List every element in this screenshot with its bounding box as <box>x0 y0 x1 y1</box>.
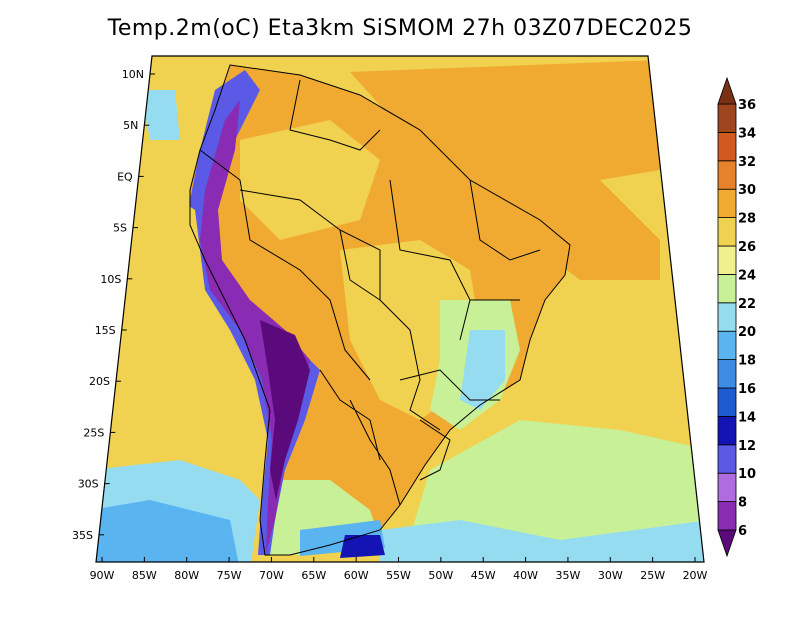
pacific-coastal-strip <box>180 200 235 345</box>
lon-tick-label: 50W <box>428 569 453 582</box>
colorbar-label: 24 <box>738 268 756 283</box>
lat-tick-label: 5S <box>113 222 127 235</box>
colorbar-swatch <box>717 501 737 531</box>
colorbar-label: 32 <box>738 155 756 170</box>
colorbar-label: 18 <box>738 354 756 369</box>
cold-south-atlantic <box>380 520 704 562</box>
colorbar-label: 6 <box>738 524 747 539</box>
lat-tick-label: 15S <box>95 324 116 337</box>
lon-tick-label: 25W <box>640 569 665 582</box>
country-borders <box>189 64 571 556</box>
lon-tick-label: 70W <box>259 569 284 582</box>
colorbar-label: 10 <box>738 467 756 482</box>
colorbar-swatch <box>717 415 737 446</box>
lat-tick-label: 20S <box>89 375 110 388</box>
map-field <box>96 56 704 562</box>
patagonia-coldest <box>340 535 385 558</box>
colorbar-label: 30 <box>738 183 756 198</box>
latitude-axis: 10N 5N EQ 5S 10S 15S 20S 25S 30S 35S <box>72 68 156 542</box>
lat-tick-label: 10N <box>122 68 144 81</box>
colorbar-swatch <box>717 359 737 389</box>
colorbar-swatch <box>717 273 737 304</box>
colorbar-label: 16 <box>738 382 756 397</box>
pacific-cool-patch <box>140 90 180 140</box>
lon-tick-label: 40W <box>513 569 538 582</box>
lon-tick-label: 90W <box>90 569 115 582</box>
colorbar-swatch <box>717 188 737 218</box>
lat-tick-label: 30S <box>78 478 99 491</box>
lon-tick-label: 20W <box>683 569 708 582</box>
andes-coldest <box>260 320 310 500</box>
colorbar-label: 14 <box>738 410 756 425</box>
colorbar-label: 22 <box>738 297 756 312</box>
warm-atlantic <box>350 60 660 280</box>
highland-cool-core <box>460 330 505 410</box>
colorbar-swatch <box>717 387 737 417</box>
colorbar-swatch <box>717 160 737 190</box>
colorbar-label: 36 <box>738 98 756 113</box>
colorbar-swatch <box>717 444 737 474</box>
colorbar-swatch <box>717 330 737 361</box>
lon-tick-label: 65W <box>301 569 326 582</box>
lon-tick-label: 80W <box>174 569 199 582</box>
colorbar-min-arrow <box>717 529 737 558</box>
colorbar-label: 8 <box>738 496 747 511</box>
lat-tick-label: 10S <box>100 273 121 286</box>
colorbar-label: 34 <box>738 126 756 141</box>
colorbar-swatch <box>717 131 737 162</box>
lon-tick-label: 35W <box>555 569 580 582</box>
colorbar-swatch <box>717 302 737 332</box>
colorbar-max-arrow <box>717 76 737 105</box>
colorbar-label: 12 <box>738 439 756 454</box>
colorbar-label: 28 <box>738 212 756 227</box>
lon-tick-label: 30W <box>598 569 623 582</box>
lon-tick-label: 60W <box>344 569 369 582</box>
cold-south-pacific <box>96 500 240 562</box>
colorbar-swatch <box>717 245 737 275</box>
colorbar-swatch <box>717 103 737 133</box>
map-title: Temp.2m(oC) Eta3km SiSMOM 27h 03Z07DEC20… <box>107 16 693 41</box>
lon-tick-label: 75W <box>217 569 242 582</box>
colorbar-label: 26 <box>738 240 756 255</box>
amazon-mild <box>240 120 380 240</box>
lat-tick-label: 35S <box>72 529 93 542</box>
colorbar-swatch <box>717 217 737 247</box>
lat-tick-label: 5N <box>123 119 138 132</box>
lon-tick-label: 85W <box>132 569 157 582</box>
colorbar-swatch <box>717 472 737 503</box>
lat-tick-label: EQ <box>117 170 133 183</box>
lon-tick-label: 45W <box>471 569 496 582</box>
colorbar-label: 20 <box>738 325 756 340</box>
longitude-axis: 90W 85W 80W 75W 70W 65W 60W 55W 50W 45W 40W 35W 30W 2… <box>90 557 708 582</box>
lon-tick-label: 55W <box>386 569 411 582</box>
lat-tick-label: 25S <box>83 426 104 439</box>
colorbar: 6 8 10 12 14 16 18 20 22 24 26 28 30 32 34 36 <box>717 76 756 558</box>
